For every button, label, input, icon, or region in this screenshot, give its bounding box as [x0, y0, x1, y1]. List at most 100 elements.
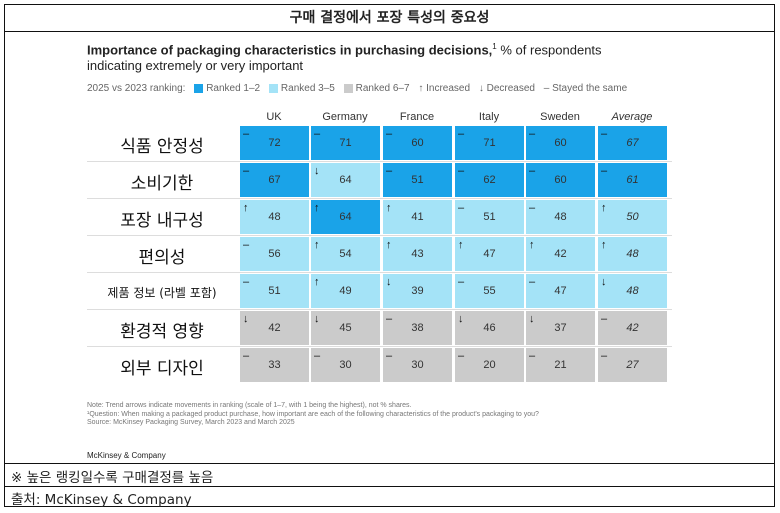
- row-divider: [87, 346, 672, 347]
- trend-arrow: ↓: [314, 313, 320, 325]
- column-header: Average: [611, 111, 653, 123]
- note-line: Note: Trend arrows indicate movements in…: [87, 402, 412, 409]
- trend-arrow: –: [529, 165, 536, 177]
- heatmap-cell: ↑ 49: [311, 274, 380, 308]
- cell-value: 47: [554, 285, 567, 297]
- trend-arrow: –: [458, 276, 465, 288]
- cell-value: 42: [626, 322, 639, 334]
- trend-arrow: –: [243, 350, 250, 362]
- cell-value: 30: [339, 359, 352, 371]
- heatmap-cell: ↑ 50: [598, 200, 667, 234]
- cell-value: 61: [626, 174, 639, 186]
- trend-arrow: ↓: [458, 313, 464, 325]
- cell-value: 42: [554, 248, 567, 260]
- cell-value: 60: [411, 137, 424, 149]
- heatmap-cell: – 67: [240, 163, 309, 197]
- row-label: 외부 디자인: [120, 359, 204, 379]
- heatmap-cell: – 51: [240, 274, 309, 308]
- cell-value: 42: [268, 322, 281, 334]
- trend-arrow: ↑: [314, 202, 320, 214]
- trend-arrow: –: [458, 350, 465, 362]
- trend-arrow: ↑: [458, 239, 464, 251]
- cell-value: 21: [554, 359, 567, 371]
- trend-arrow: ↑: [386, 239, 392, 251]
- trend-arrow: –: [529, 350, 536, 362]
- trend-arrow: –: [601, 128, 608, 140]
- trend-arrow: –: [601, 313, 608, 325]
- row-divider: [87, 198, 672, 199]
- row-label: 제품 정보 (라벨 포함): [107, 286, 217, 300]
- column-header: Sweden: [540, 111, 580, 123]
- trend-arrow: –: [386, 165, 393, 177]
- heatmap-cell: – 48: [526, 200, 595, 234]
- heatmap-cell: – 72: [240, 126, 309, 160]
- heatmap-cell: ↓ 39: [383, 274, 452, 308]
- trend-arrow: ↑: [601, 239, 607, 251]
- cell-value: 39: [411, 285, 424, 297]
- column-header: France: [399, 111, 435, 123]
- cell-value: 37: [554, 322, 567, 334]
- cell-value: 45: [339, 322, 352, 334]
- legend-swatch-ranked-1-2: [194, 84, 204, 93]
- heatmap-cell: – 61: [598, 163, 667, 197]
- legend-increased: ↑ Increased: [418, 83, 471, 94]
- row-label: 식품 안정성: [120, 137, 204, 157]
- legend-caption: 2025 vs 2023 ranking:: [87, 83, 186, 94]
- trend-arrow: –: [458, 202, 465, 214]
- trend-arrow: –: [458, 165, 465, 177]
- trend-arrow: ↓: [386, 276, 392, 288]
- legend-stayed: – Stayed the same: [543, 83, 628, 94]
- trend-arrow: –: [243, 239, 250, 251]
- trend-arrow: –: [243, 276, 250, 288]
- cell-value: 48: [268, 211, 281, 223]
- cell-value: 41: [411, 211, 424, 223]
- column-header: Germany: [322, 111, 368, 123]
- heatmap-cell: ↑ 47: [455, 237, 524, 271]
- trend-arrow: –: [529, 128, 536, 140]
- heatmap-cell: ↓ 64: [311, 163, 380, 197]
- trend-arrow: –: [386, 313, 393, 325]
- footer-note: ※ 높은 랭킹일수록 구매결정를 높음: [11, 470, 214, 486]
- trend-arrow: –: [243, 128, 250, 140]
- cell-value: 27: [626, 359, 639, 371]
- cell-value: 33: [268, 359, 281, 371]
- cell-value: 49: [339, 285, 352, 297]
- trend-arrow: ↑: [314, 239, 320, 251]
- heatmap-cell: – 30: [383, 348, 452, 382]
- trend-arrow: –: [529, 202, 536, 214]
- cell-value: 67: [626, 137, 639, 149]
- cell-value: 48: [554, 211, 567, 223]
- trend-arrow: –: [386, 128, 393, 140]
- legend-swatch-ranked-6-7: [343, 84, 353, 93]
- cell-value: 55: [483, 285, 496, 297]
- trend-arrow: –: [601, 350, 608, 362]
- heatmap-cell: – 71: [311, 126, 380, 160]
- cell-value: 30: [411, 359, 424, 371]
- heatmap-cell: ↓ 48: [598, 274, 667, 308]
- cell-value: 67: [268, 174, 281, 186]
- cell-value: 48: [626, 285, 639, 297]
- heatmap-cell: – 71: [455, 126, 524, 160]
- legend-ranked-3-5: Ranked 3–5: [280, 83, 335, 94]
- cell-value: 47: [483, 248, 496, 260]
- legend-decreased: ↓ Decreased: [478, 83, 535, 94]
- heatmap-cell: ↑ 42: [526, 237, 595, 271]
- trend-arrow: ↓: [243, 313, 249, 325]
- figure-frame: 구매 결정에서 포장 특성의 중요성 Importance of packagi…: [4, 4, 775, 508]
- trend-arrow: ↑: [601, 202, 607, 214]
- heatmap-cell: – 51: [383, 163, 452, 197]
- chart-title-footnote: 1: [492, 42, 497, 51]
- note-line: Source: McKinsey Packaging Survey, March…: [87, 419, 295, 426]
- row-divider: [87, 235, 672, 236]
- heatmap-cell: – 27: [598, 348, 667, 382]
- trend-arrow: ↑: [243, 202, 249, 214]
- cell-value: 43: [411, 248, 424, 260]
- cell-value: 71: [339, 137, 352, 149]
- legend: 2025 vs 2023 ranking: Ranked 1–2 Ranked …: [87, 83, 627, 94]
- cell-value: 46: [483, 322, 496, 334]
- heatmap-cell: ↓ 37: [526, 311, 595, 345]
- trend-arrow: ↑: [386, 202, 392, 214]
- trend-arrow: –: [314, 350, 321, 362]
- cell-value: 20: [483, 359, 496, 371]
- heatmap-cell: ↓ 42: [240, 311, 309, 345]
